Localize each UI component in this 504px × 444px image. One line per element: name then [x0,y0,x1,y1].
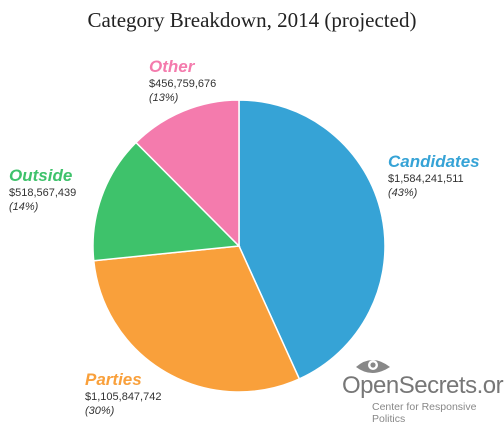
pie-slice-candidates [238,99,386,380]
slice-percent-outside: (14%) [9,201,39,213]
slice-percent-candidates: (43%) [388,187,418,199]
logo-tagline: Center for Responsive Politics [372,401,477,425]
slice-value-candidates: $1,584,241,511 [388,173,464,185]
slice-label-parties: Parties $1,105,847,742 (30%) [85,370,162,418]
slice-name-other: Other [149,57,195,76]
eye-icon [356,360,390,373]
logo-name: OpenSecrets.org [342,372,504,399]
slice-name-parties: Parties [85,370,142,389]
chart-title: Category Breakdown, 2014 (projected) [87,8,417,32]
slice-percent-other: (13%) [149,92,179,104]
pie-slice-outside [92,141,241,262]
slice-value-other: $456,759,676 [149,78,217,90]
pie-slice-other [134,99,240,248]
slice-name-candidates: Candidates [388,152,480,171]
logo-graphic [356,360,390,373]
slice-percent-parties: (30%) [85,405,115,417]
slice-value-outside: $518,567,439 [9,187,77,199]
slice-label-other: Other $456,759,676 (13%) [149,57,217,105]
slice-name-outside: Outside [9,166,73,185]
slice-label-candidates: Candidates $1,584,241,511 (43%) [388,152,480,200]
pie-slice-parties [92,245,301,393]
slice-label-outside: Outside $518,567,439 (14%) [9,166,77,214]
slice-value-parties: $1,105,847,742 [85,391,162,403]
